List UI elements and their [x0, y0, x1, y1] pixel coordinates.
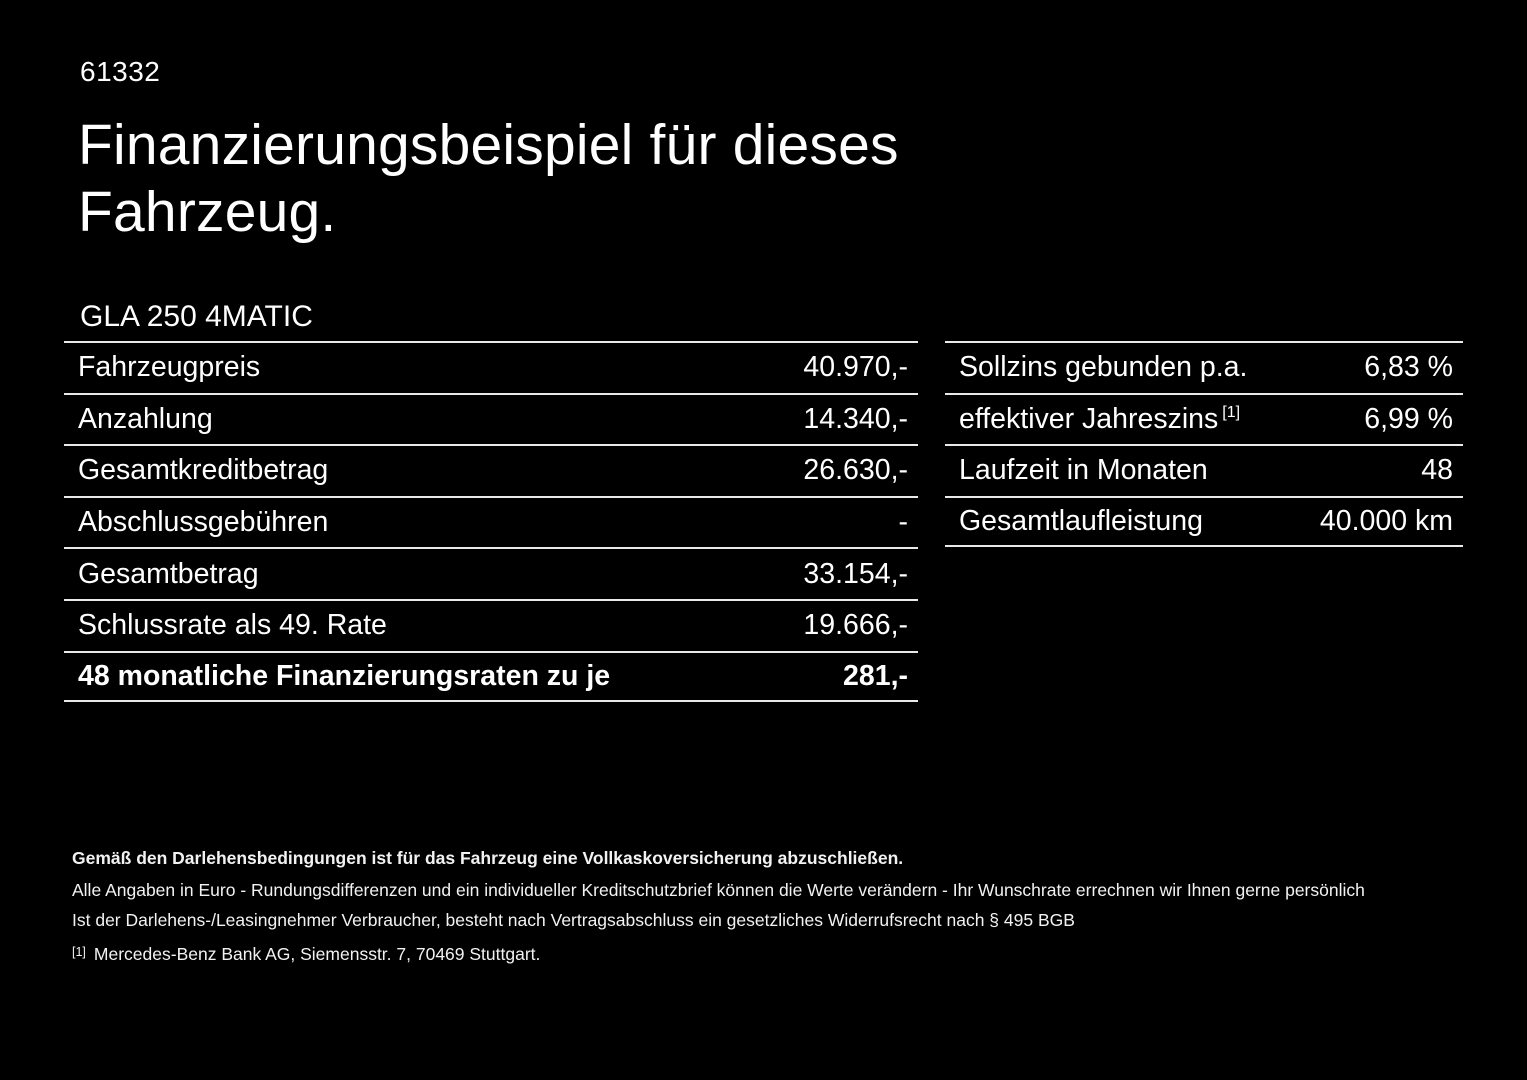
vehicle-model-label: GLA 250 4MATIC — [80, 300, 313, 333]
row-value: 19.666,- — [803, 609, 908, 642]
row-label: effektiver Jahreszins [1] — [959, 402, 1241, 435]
table-row-gesamtkreditbetrag: Gesamtkreditbetrag 26.630,- — [64, 444, 918, 496]
row-value: 33.154,- — [803, 557, 908, 590]
row-label: Schlussrate als 49. Rate — [78, 609, 387, 642]
row-label: Gesamtlaufleistung — [959, 505, 1203, 538]
row-value: 281,- — [843, 659, 908, 692]
row-label: Sollzins gebunden p.a. — [959, 351, 1248, 384]
table-row-anzahlung: Anzahlung 14.340,- — [64, 392, 918, 445]
row-value: 26.630,- — [803, 454, 908, 487]
row-value: 40.970,- — [803, 351, 908, 384]
footnote-marker: [1] — [72, 945, 86, 959]
table-row-laufzeit: Laufzeit in Monaten 48 — [945, 444, 1463, 496]
row-value: 6,83 % — [1364, 351, 1453, 384]
euro-note: Alle Angaben in Euro - Rundungsdifferenz… — [72, 880, 1365, 900]
row-label: Gesamtbetrag — [78, 557, 259, 590]
financing-details-table: Fahrzeugpreis 40.970,- Anzahlung 14.340,… — [64, 341, 918, 703]
page-title: Finanzierungsbeispiel für dieses Fahrzeu… — [78, 113, 899, 245]
row-label: 48 monatliche Finanzierungsraten zu je — [78, 659, 611, 692]
row-label: Anzahlung — [78, 402, 213, 435]
insurance-note: Gemäß den Darlehensbedingungen ist für d… — [72, 848, 904, 868]
table-row-sollzins: Sollzins gebunden p.a. 6,83 % — [945, 341, 1463, 393]
footnote: [1] Mercedes-Benz Bank AG, Siemensstr. 7… — [72, 943, 1365, 965]
row-label: Laufzeit in Monaten — [959, 454, 1208, 487]
table-row-schlussrate: Schlussrate als 49. Rate 19.666,- — [64, 598, 918, 651]
footnote-text: Mercedes-Benz Bank AG, Siemensstr. 7, 70… — [93, 944, 541, 964]
row-label: Fahrzeugpreis — [78, 351, 261, 384]
row-label: Gesamtkreditbetrag — [78, 454, 329, 487]
legal-footer: Gemäß den Darlehensbedingungen ist für d… — [72, 847, 1365, 965]
table-row-gesamtbetrag: Gesamtbetrag 33.154,- — [64, 547, 918, 599]
row-value: 6,99 % — [1364, 402, 1453, 435]
table-row-monatsrate: 48 monatliche Finanzierungsraten zu je 2… — [64, 650, 918, 703]
row-value: - — [898, 506, 909, 539]
document-id: 61332 — [80, 56, 161, 87]
row-value: 14.340,- — [803, 402, 908, 435]
table-row-fahrzeugpreis: Fahrzeugpreis 40.970,- — [64, 341, 918, 393]
row-label: Abschlussgebühren — [78, 506, 329, 539]
row-value: 48 — [1421, 454, 1453, 487]
table-row-effektiver-jahreszins: effektiver Jahreszins [1] 6,99 % — [945, 392, 1463, 445]
table-row-gesamtlaufleistung: Gesamtlaufleistung 40.000 km — [945, 495, 1463, 548]
table-row-abschlussgebuehren: Abschlussgebühren - — [64, 495, 918, 548]
financing-conditions-table: Sollzins gebunden p.a. 6,83 % effektiver… — [945, 341, 1463, 548]
row-value: 40.000 km — [1319, 505, 1453, 538]
widerrufsrecht-note: Ist der Darlehens-/Leasingnehmer Verbrau… — [72, 910, 1075, 930]
footnote-ref: [1] — [1222, 404, 1241, 422]
